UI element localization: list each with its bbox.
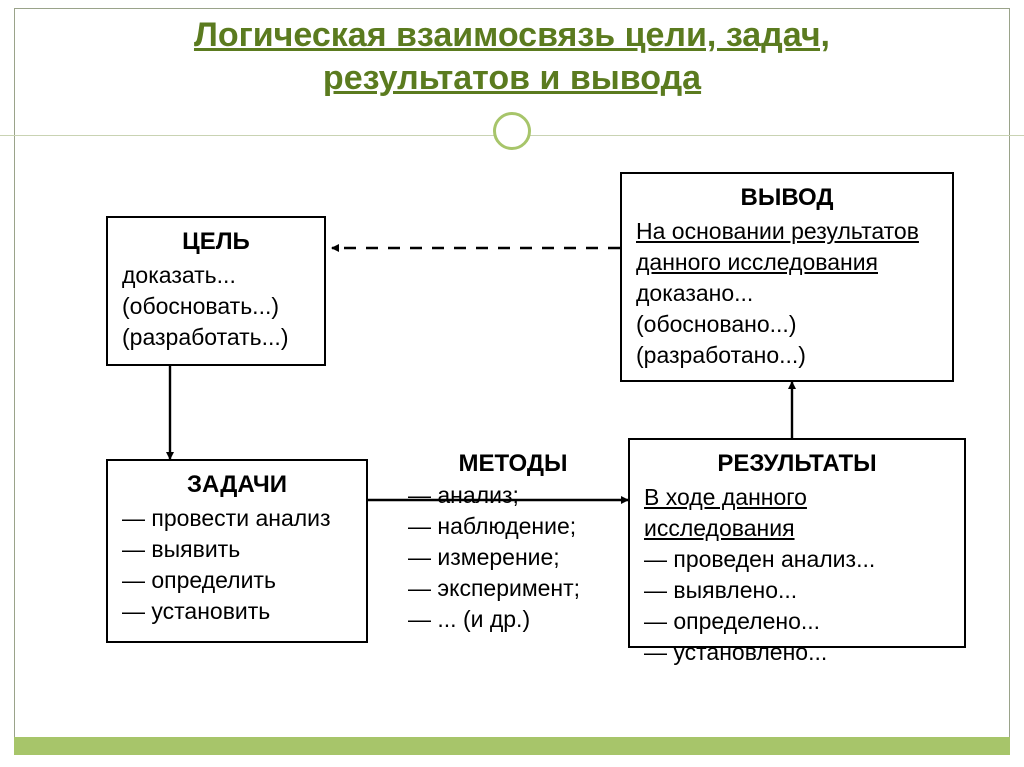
node-tasks-body: — провести анализ — выявить — определить…	[122, 503, 352, 627]
node-results: РЕЗУЛЬТАТЫ В ходе данного исследования —…	[628, 438, 966, 648]
goal-line: (разработать...)	[122, 322, 310, 353]
node-methods: МЕТОДЫ — анализ; — наблюдение; — измерен…	[408, 450, 618, 635]
goal-line: доказать...	[122, 260, 310, 291]
node-conclusion-body: На основании результатов данного исследо…	[636, 216, 938, 371]
results-line: — установлено...	[644, 637, 950, 668]
conclusion-subtitle-2: данного исследования	[636, 247, 938, 278]
node-methods-title: МЕТОДЫ	[408, 450, 618, 478]
title-wrap: Логическая взаимосвязь цели, задач, резу…	[0, 14, 1024, 99]
results-line: — выявлено...	[644, 575, 950, 606]
node-results-body: В ходе данного исследования — проведен а…	[644, 482, 950, 668]
bottom-accent-bar	[14, 737, 1010, 755]
node-tasks: ЗАДАЧИ — провести анализ — выявить — опр…	[106, 459, 368, 643]
goal-line: (обосновать...)	[122, 291, 310, 322]
methods-line: — измерение;	[408, 542, 618, 573]
node-conclusion: ВЫВОД На основании результатов данного и…	[620, 172, 954, 382]
accent-circle-icon	[493, 112, 531, 150]
title-line2: результатов и вывода	[323, 59, 701, 97]
node-goal: ЦЕЛЬ доказать... (обосновать...) (разраб…	[106, 216, 326, 366]
methods-line: — эксперимент;	[408, 573, 618, 604]
node-results-title: РЕЗУЛЬТАТЫ	[644, 450, 950, 478]
tasks-line: — выявить	[122, 534, 352, 565]
conclusion-line: доказано...	[636, 278, 938, 309]
node-goal-title: ЦЕЛЬ	[122, 228, 310, 256]
methods-line: — наблюдение;	[408, 511, 618, 542]
results-line: — определено...	[644, 606, 950, 637]
title-line1: Логическая взаимосвязь цели, задач,	[194, 16, 830, 54]
node-conclusion-title: ВЫВОД	[636, 184, 938, 212]
slide-title: Логическая взаимосвязь цели, задач, резу…	[194, 14, 830, 99]
conclusion-line: (разработано...)	[636, 340, 938, 371]
node-methods-body: — анализ; — наблюдение; — измерение; — э…	[408, 480, 618, 635]
node-tasks-title: ЗАДАЧИ	[122, 471, 352, 499]
tasks-line: — определить	[122, 565, 352, 596]
node-goal-body: доказать... (обосновать...) (разработать…	[122, 260, 310, 353]
methods-line: — анализ;	[408, 480, 618, 511]
conclusion-line: (обосновано...)	[636, 309, 938, 340]
methods-line: — ... (и др.)	[408, 604, 618, 635]
results-line: — проведен анализ...	[644, 544, 950, 575]
tasks-line: — установить	[122, 596, 352, 627]
conclusion-subtitle-1: На основании результатов	[636, 216, 938, 247]
results-subtitle: В ходе данного исследования	[644, 482, 950, 544]
tasks-line: — провести анализ	[122, 503, 352, 534]
